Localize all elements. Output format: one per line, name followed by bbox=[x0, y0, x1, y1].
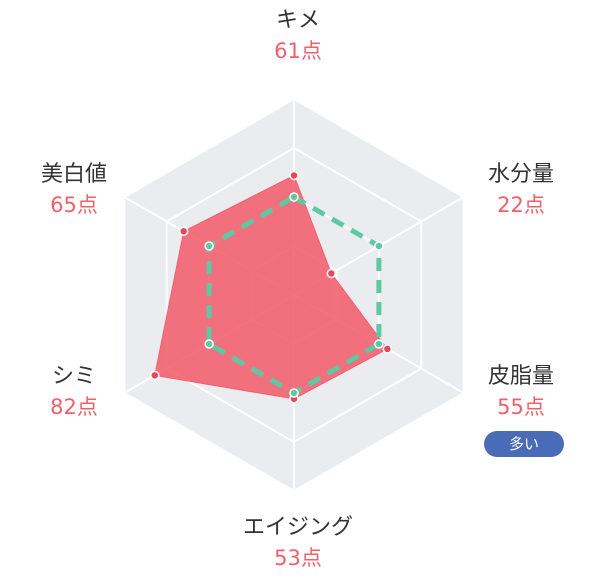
reference-point-0 bbox=[289, 192, 299, 202]
axis-name-kime: キメ bbox=[275, 8, 320, 33]
axis-label-aging: エイジング 53点 bbox=[218, 513, 378, 573]
axis-name-whitening: 美白値 bbox=[40, 162, 107, 187]
axis-value-moisture: 22点 bbox=[497, 193, 545, 217]
reference-point-3 bbox=[289, 388, 299, 398]
sebum-status-badge: 多い bbox=[484, 431, 564, 457]
axis-value-kime: 61点 bbox=[274, 39, 322, 63]
score-point-0 bbox=[289, 170, 299, 181]
axis-name-sebum: 皮脂量 bbox=[487, 364, 554, 389]
score-point-5 bbox=[178, 226, 189, 237]
reference-series bbox=[204, 192, 384, 398]
axis-value-whitening: 65点 bbox=[50, 193, 98, 217]
axis-name-spots: シミ bbox=[51, 364, 96, 389]
score-point-2 bbox=[382, 344, 393, 354]
axis-name-aging: エイジング bbox=[242, 515, 353, 540]
reference-point-1 bbox=[374, 241, 384, 251]
score-point-4 bbox=[150, 370, 160, 381]
axis-name-moisture: 水分量 bbox=[487, 162, 554, 187]
axis-value-spots: 82点 bbox=[50, 395, 98, 419]
axis-label-whitening: 美白値 65点 bbox=[0, 160, 154, 220]
reference-point-5 bbox=[204, 241, 214, 251]
reference-point-2 bbox=[374, 339, 384, 349]
axis-value-sebum: 55点 bbox=[497, 395, 545, 419]
axis-label-kime: キメ 61点 bbox=[218, 6, 378, 66]
score-point-1 bbox=[326, 268, 337, 279]
axis-label-spots: シミ 82点 bbox=[0, 362, 154, 422]
axis-value-aging: 53点 bbox=[274, 546, 322, 570]
reference-point-4 bbox=[204, 339, 214, 349]
axis-label-sebum: 皮脂量 55点 bbox=[441, 362, 600, 422]
axis-label-moisture: 水分量 22点 bbox=[441, 160, 600, 220]
